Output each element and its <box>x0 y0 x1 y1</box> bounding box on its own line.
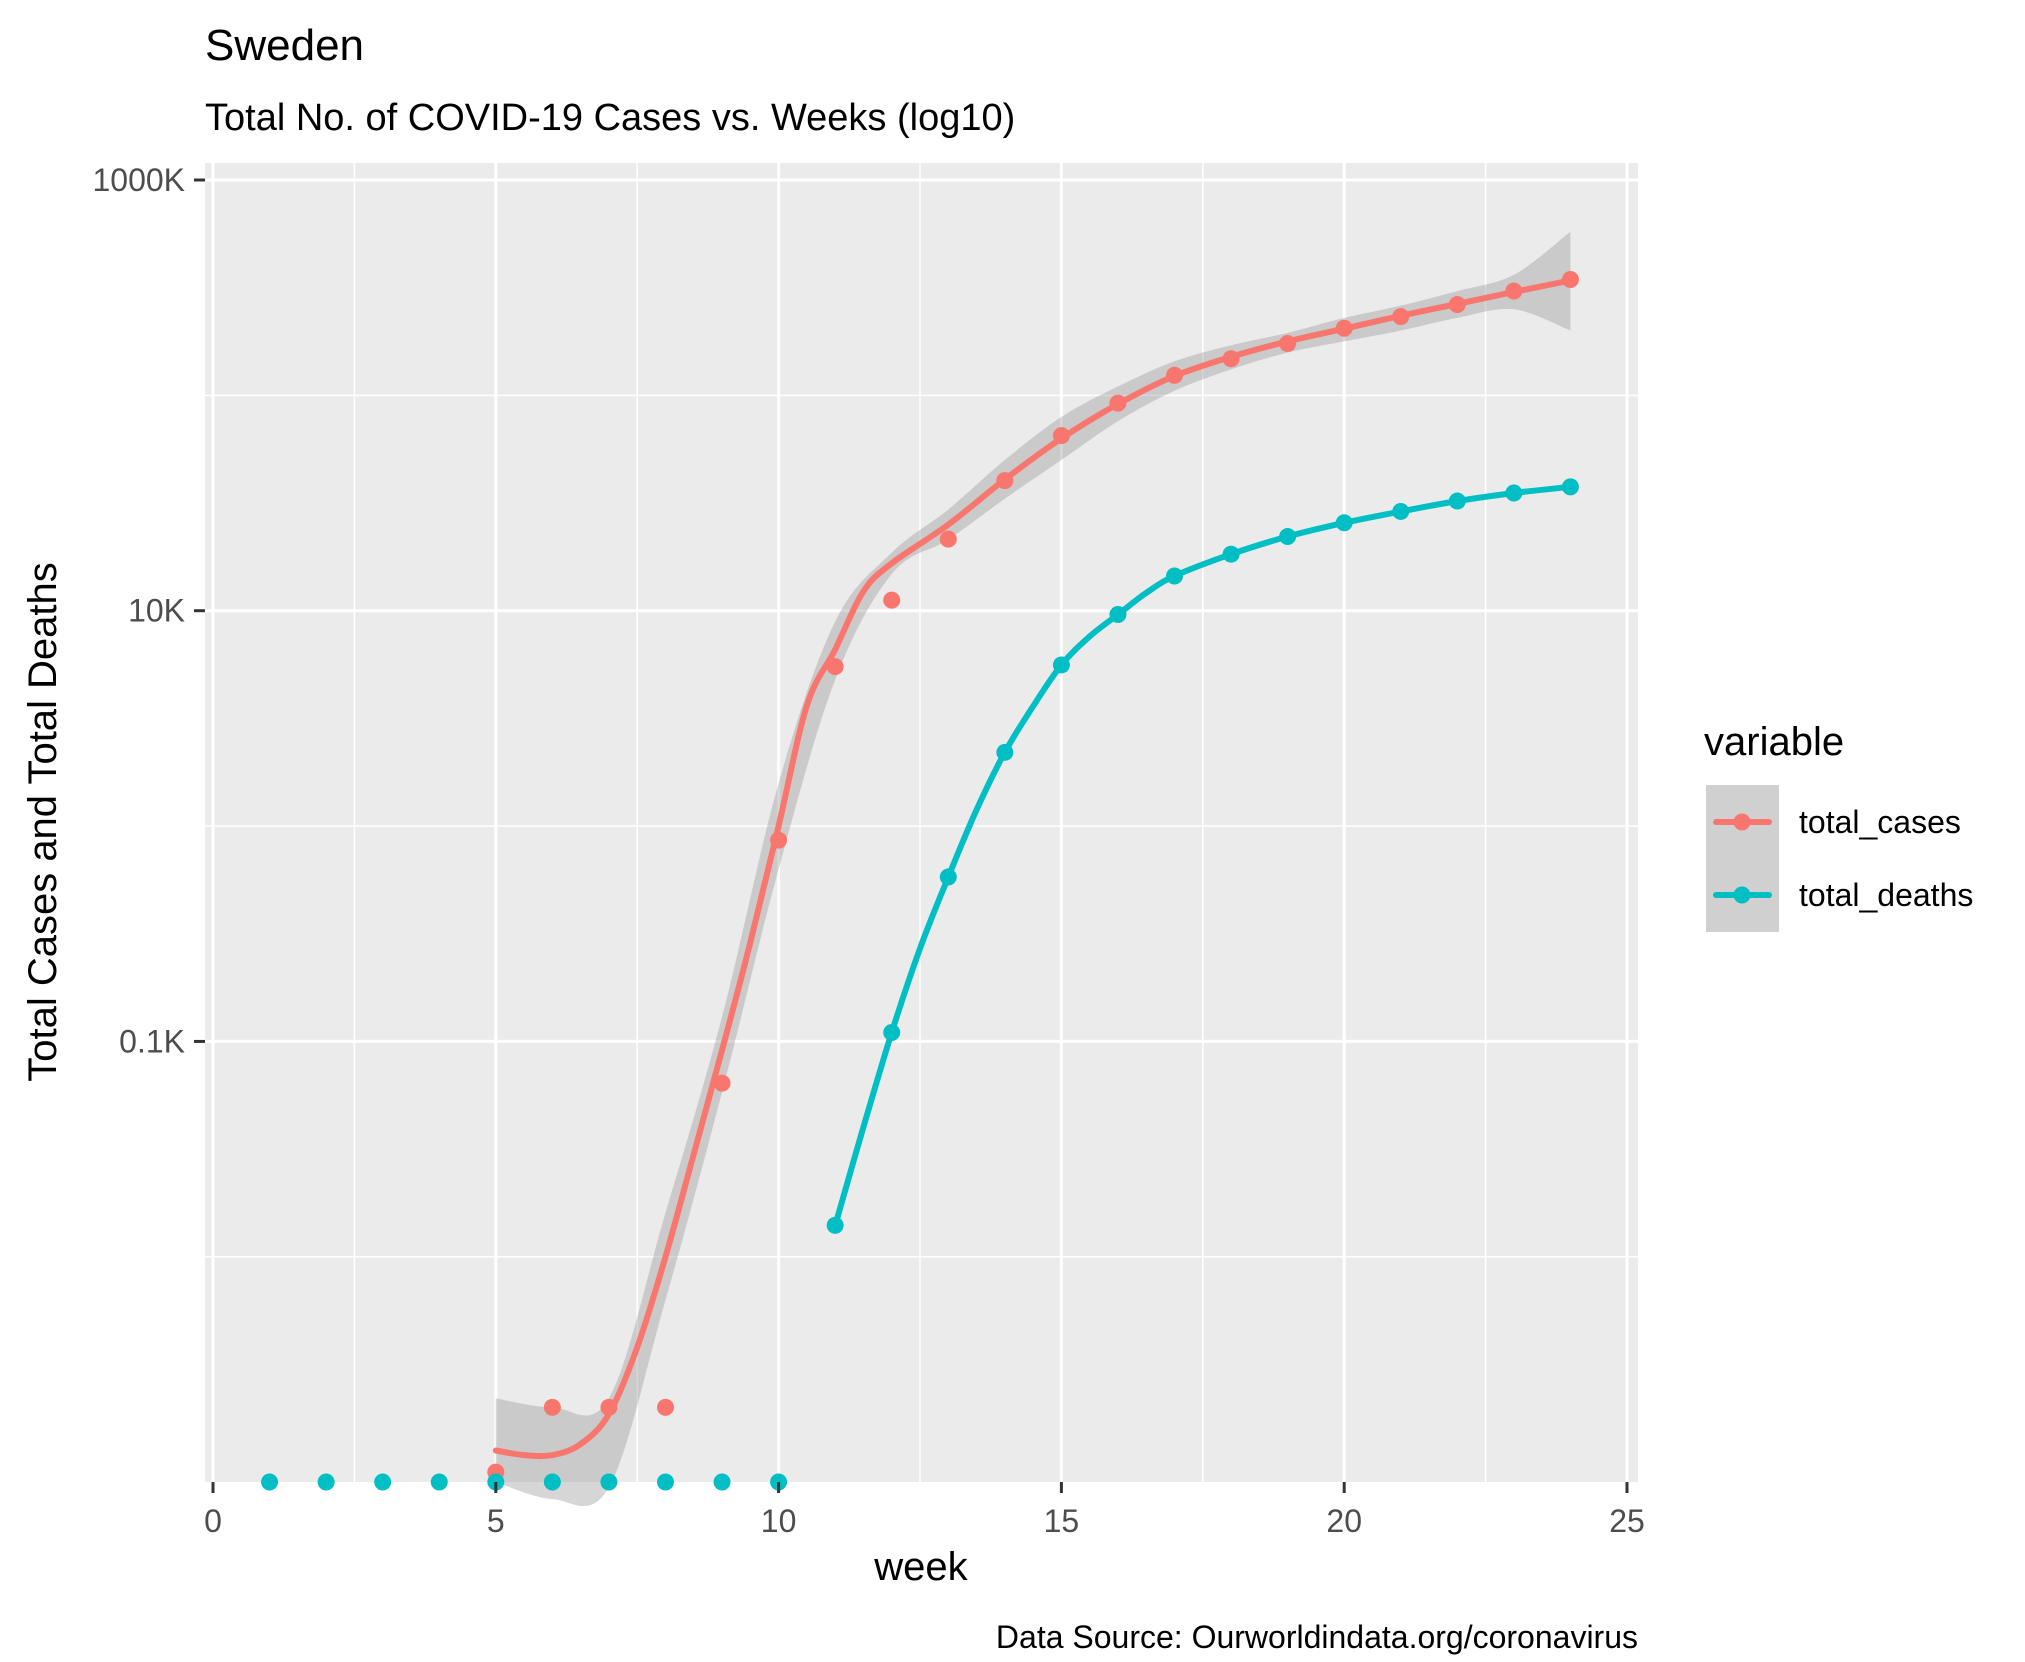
data-point-total_deaths-zero <box>543 1473 561 1491</box>
legend-label-total_cases: total_cases <box>1799 804 1961 840</box>
legend: total_cases total_deaths <box>1713 804 1973 913</box>
data-point-total_cases <box>1448 296 1466 314</box>
data-point-total_deaths <box>1505 484 1523 502</box>
data-point-total_deaths <box>1052 656 1070 674</box>
data-source-caption: Data Source: Ourworldindata.org/coronavi… <box>996 1619 1638 1655</box>
data-point-total_deaths-zero <box>261 1473 279 1491</box>
data-point-total_deaths <box>1166 567 1184 585</box>
data-point-total_cases <box>600 1398 618 1416</box>
legend-key-background <box>1706 785 1779 932</box>
data-point-total_cases <box>1392 308 1410 326</box>
data-point-total_cases <box>713 1074 731 1092</box>
chart-title: Sweden <box>205 21 364 70</box>
data-point-total_cases <box>826 658 844 676</box>
data-point-total_cases <box>1166 366 1184 384</box>
data-point-total_deaths <box>1448 492 1466 510</box>
data-point-total_cases <box>1109 394 1127 412</box>
grid-minor <box>205 163 1638 1482</box>
data-point-total_deaths <box>1222 545 1240 563</box>
data-point-total_cases <box>1335 319 1353 337</box>
data-point-total_deaths-zero <box>656 1473 674 1491</box>
data-point-total_cases <box>996 472 1014 490</box>
data-point-total_cases <box>883 591 901 609</box>
data-point-total_cases <box>1561 271 1579 289</box>
legend-title: variable <box>1704 720 1844 764</box>
data-point-total_deaths <box>883 1024 901 1042</box>
y-tick-label: 10K <box>128 593 185 629</box>
smooth-lines <box>492 277 1574 1460</box>
data-point-total_deaths <box>826 1216 844 1234</box>
x-axis-title: week <box>873 1545 968 1589</box>
data-point-total_cases <box>543 1398 561 1416</box>
smooth-line-total_deaths <box>832 483 1574 1229</box>
data-point-total_deaths <box>996 743 1014 761</box>
y-axis-title: Total Cases and Total Deaths <box>21 562 65 1082</box>
data-point-total_cases <box>1505 282 1523 300</box>
x-tick-label: 25 <box>1609 1503 1645 1539</box>
data-point-total_cases <box>656 1398 674 1416</box>
plot-panel <box>205 163 1638 1482</box>
y-tick-label: 0.1K <box>119 1023 185 1059</box>
data-point-total_deaths <box>939 868 957 886</box>
data-point-total_deaths-zero <box>374 1473 392 1491</box>
x-tick-label: 15 <box>1044 1503 1080 1539</box>
legend-label-total_deaths: total_deaths <box>1799 877 1973 913</box>
data-point-total_deaths <box>1561 478 1579 496</box>
data-point-total_cases <box>939 530 957 548</box>
data-point-total_deaths-zero <box>713 1473 731 1491</box>
x-axis: 0 5 10 15 20 25 <box>204 1482 1645 1539</box>
legend-key-point-total_cases <box>1733 813 1751 831</box>
grid-major <box>205 163 1638 1482</box>
data-point-total_deaths-zero <box>600 1473 618 1491</box>
y-tick-label: 1000K <box>92 162 185 198</box>
data-point-total_cases <box>1222 350 1240 368</box>
y-axis: 0.1K 10K 1000K <box>92 162 205 1059</box>
data-point-total_deaths <box>1279 528 1297 546</box>
data-point-total_deaths-zero <box>430 1473 448 1491</box>
data-point-total_deaths <box>1335 514 1353 532</box>
x-tick-label: 20 <box>1326 1503 1362 1539</box>
data-points <box>261 271 1579 1491</box>
legend-key-point-total_deaths <box>1733 886 1751 904</box>
smooth-line-total_cases <box>492 277 1574 1460</box>
data-point-total_deaths <box>1109 606 1127 624</box>
x-tick-label: 5 <box>487 1503 505 1539</box>
x-tick-label: 0 <box>204 1503 222 1539</box>
data-point-total_cases <box>770 831 788 849</box>
data-point-total_cases <box>1052 427 1070 445</box>
data-point-total_deaths-zero <box>317 1473 335 1491</box>
data-point-total_cases <box>1279 335 1297 353</box>
data-point-total_deaths <box>1392 502 1410 520</box>
chart-subtitle: Total No. of COVID-19 Cases vs. Weeks (l… <box>205 97 1015 139</box>
x-tick-label: 10 <box>761 1503 797 1539</box>
